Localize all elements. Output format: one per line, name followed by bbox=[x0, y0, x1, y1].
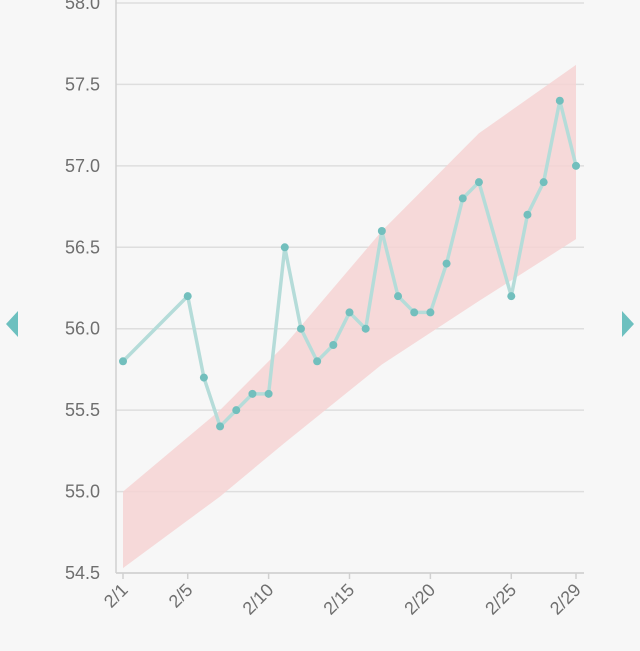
next-arrow-icon[interactable] bbox=[622, 311, 634, 337]
data-point[interactable] bbox=[442, 259, 451, 268]
y-axis: 54.5 55.0 55.5 56.0 56.5 57.0 57.5 58.0 bbox=[65, 0, 117, 583]
y-tick-label: 55.5 bbox=[65, 400, 100, 420]
data-point[interactable] bbox=[183, 292, 192, 301]
data-point[interactable] bbox=[264, 389, 273, 398]
y-tick-label: 55.0 bbox=[65, 482, 100, 502]
y-tick-label: 58.0 bbox=[65, 0, 100, 13]
x-tick-label: 2/10 bbox=[239, 580, 278, 619]
x-axis: 2/1 2/5 2/10 2/15 2/20 2/25 2/29 bbox=[100, 572, 585, 619]
data-point[interactable] bbox=[248, 389, 257, 398]
data-point[interactable] bbox=[458, 194, 467, 203]
data-point[interactable] bbox=[555, 96, 564, 105]
x-tick-label: 2/25 bbox=[481, 580, 520, 619]
data-point[interactable] bbox=[474, 178, 483, 187]
data-point[interactable] bbox=[572, 161, 580, 170]
data-point[interactable] bbox=[361, 324, 370, 333]
data-point[interactable] bbox=[507, 292, 516, 301]
data-point[interactable] bbox=[377, 227, 386, 235]
data-point[interactable] bbox=[539, 178, 548, 187]
data-point[interactable] bbox=[394, 292, 403, 301]
y-tick-label: 56.5 bbox=[65, 237, 100, 257]
data-point[interactable] bbox=[119, 357, 127, 366]
trend-band bbox=[123, 64, 576, 569]
data-point[interactable] bbox=[410, 308, 419, 317]
data-point[interactable] bbox=[296, 324, 305, 333]
data-point[interactable] bbox=[232, 406, 241, 415]
data-point[interactable] bbox=[523, 210, 532, 219]
x-tick-label: 2/20 bbox=[400, 580, 439, 619]
data-point[interactable] bbox=[426, 308, 435, 317]
data-point[interactable] bbox=[345, 308, 354, 317]
trend-band-area bbox=[123, 64, 576, 569]
prev-arrow-icon[interactable] bbox=[6, 311, 18, 337]
x-tick-label: 2/1 bbox=[100, 580, 132, 612]
y-tick-label: 57.0 bbox=[65, 156, 100, 176]
series-points bbox=[119, 96, 580, 431]
data-point[interactable] bbox=[329, 341, 338, 349]
data-point[interactable] bbox=[199, 373, 208, 382]
data-point[interactable] bbox=[280, 243, 289, 252]
x-tick-label: 2/5 bbox=[165, 580, 197, 612]
x-tick-label: 2/15 bbox=[319, 580, 358, 619]
data-point[interactable] bbox=[216, 422, 225, 431]
x-tick-label: 2/29 bbox=[546, 580, 585, 619]
data-point[interactable] bbox=[313, 357, 322, 366]
y-tick-label: 54.5 bbox=[65, 563, 100, 583]
y-tick-label: 56.0 bbox=[65, 319, 100, 339]
y-tick-label: 57.5 bbox=[65, 74, 100, 94]
